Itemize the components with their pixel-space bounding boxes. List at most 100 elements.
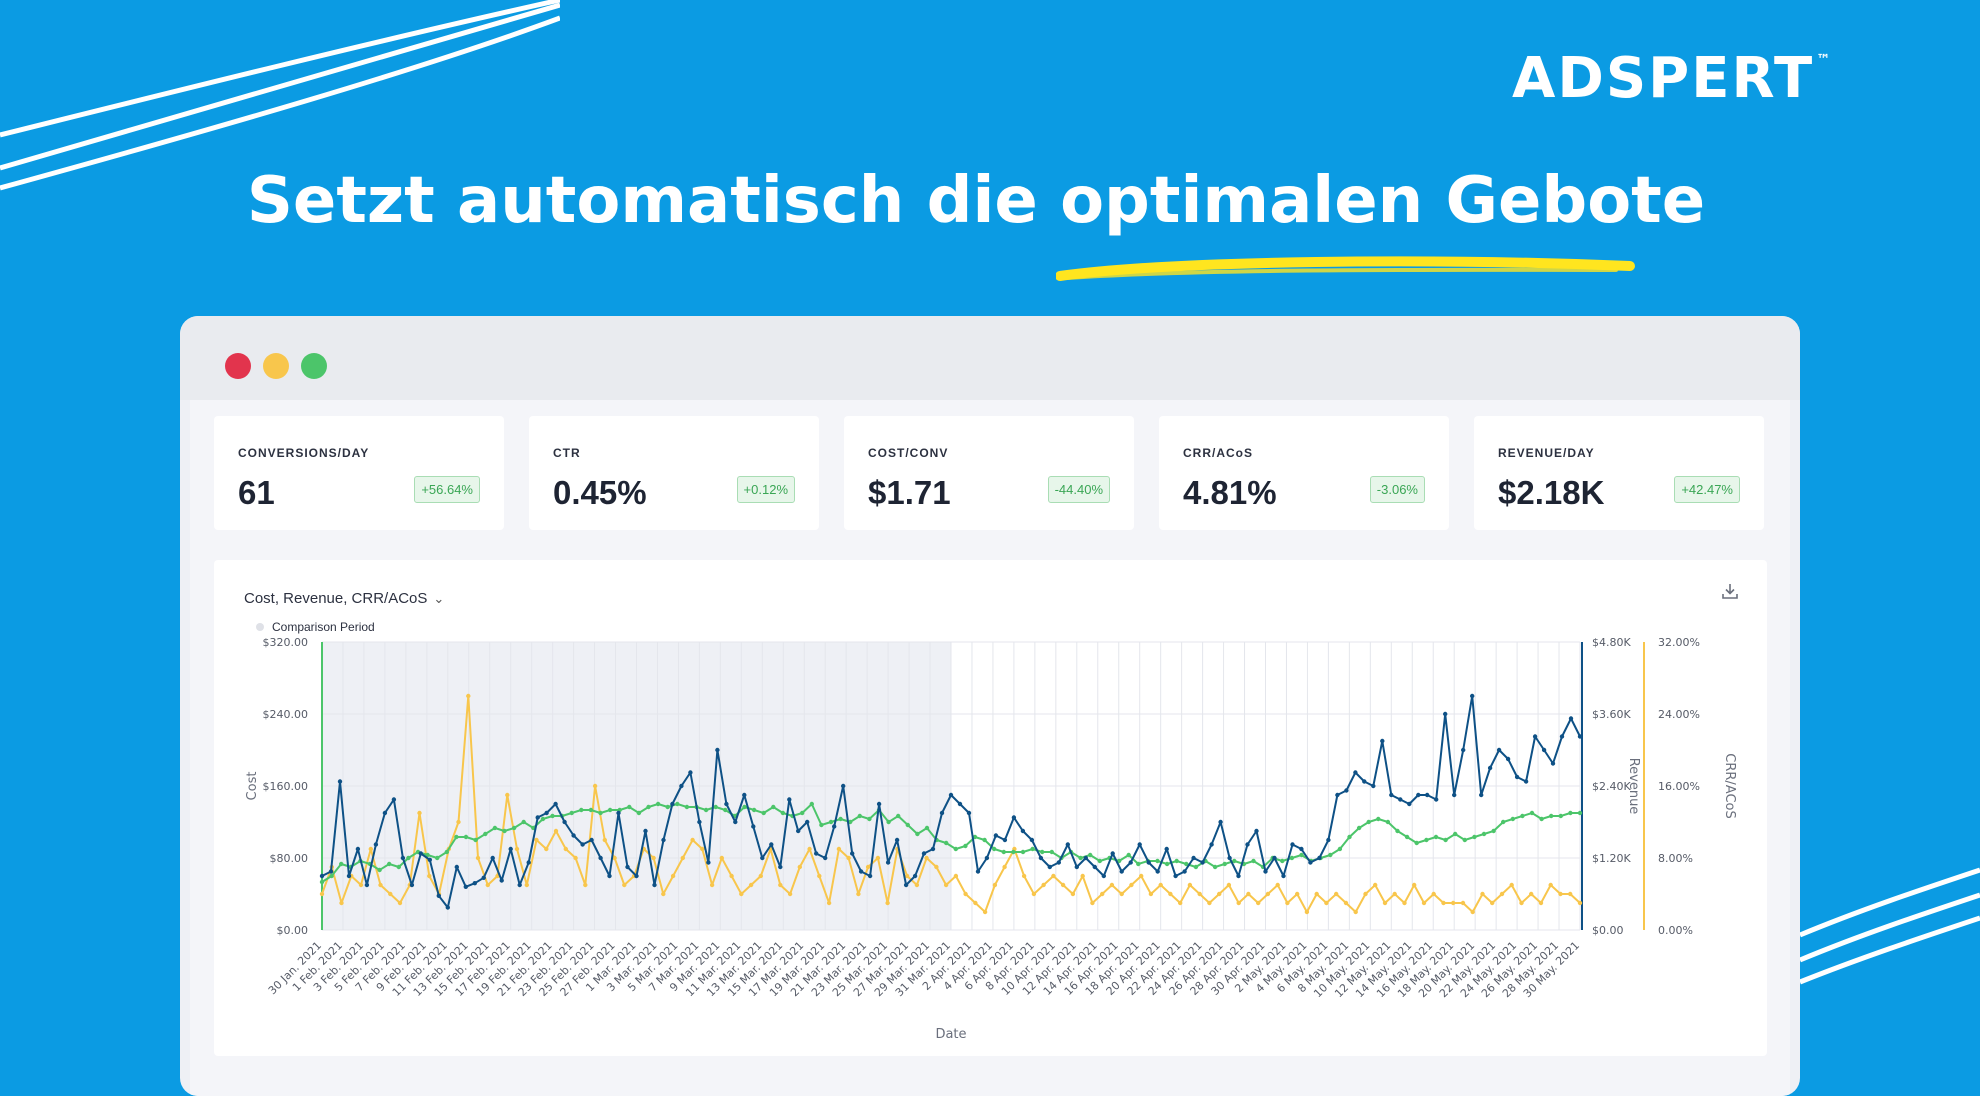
data-point-revenue	[771, 804, 776, 810]
data-point-crr	[1265, 891, 1271, 897]
data-point-cost	[760, 855, 765, 861]
metric-selector[interactable]: Cost, Revenue, CRR/ACoS ⌄	[244, 590, 444, 607]
data-point-revenue	[588, 807, 594, 813]
data-point-crr	[1490, 900, 1495, 906]
revenue-axis-title: Revenue	[1626, 758, 1641, 815]
cost-axis-title: Cost	[245, 772, 260, 801]
data-point-cost	[733, 819, 738, 825]
data-point-cost	[1263, 869, 1268, 874]
crr-tick-label: 24.00%	[1658, 708, 1700, 721]
data-point-cost	[1541, 747, 1547, 753]
data-point-cost	[984, 855, 990, 861]
data-point-crr	[963, 891, 968, 897]
data-point-revenue	[1577, 810, 1583, 816]
x-axis-title: Date	[935, 1027, 966, 1042]
data-point-crr	[856, 891, 861, 897]
data-point-cost	[1272, 855, 1277, 861]
data-point-crr	[807, 846, 812, 852]
window-maximize-button[interactable]	[301, 353, 327, 379]
data-point-cost	[930, 846, 936, 852]
data-point-revenue	[1558, 813, 1564, 819]
window-close-button[interactable]	[225, 353, 251, 379]
data-point-revenue	[1433, 834, 1439, 840]
data-point-crr	[1148, 891, 1154, 897]
revenue-tick-label: $0.00	[1592, 924, 1624, 937]
data-point-revenue	[1539, 816, 1544, 822]
data-point-cost	[355, 846, 361, 852]
data-point-crr	[670, 873, 676, 879]
cost-tick-label: $240.00	[263, 708, 309, 721]
kpi-card-ctr[interactable]: CTR 0.45% +0.12%	[529, 416, 819, 530]
data-point-crr	[1548, 882, 1553, 888]
data-point-cost	[742, 792, 747, 798]
data-point-cost	[1380, 738, 1385, 744]
data-point-crr	[1392, 891, 1397, 897]
data-point-crr	[524, 882, 529, 888]
data-point-revenue	[963, 843, 968, 849]
data-point-revenue	[924, 825, 930, 831]
data-point-revenue	[1126, 852, 1131, 858]
data-point-revenue	[1376, 816, 1381, 822]
download-icon[interactable]	[1721, 582, 1739, 605]
data-point-cost	[1299, 846, 1304, 852]
data-point-crr	[1226, 882, 1232, 888]
crr-tick-label: 0.00%	[1658, 924, 1693, 937]
data-point-crr	[1519, 900, 1524, 906]
data-point-cost	[715, 747, 720, 753]
data-point-cost	[1056, 860, 1061, 865]
data-point-crr	[826, 900, 832, 906]
kpi-change-badge: +56.64%	[414, 476, 480, 503]
kpi-card-revenue[interactable]: REVENUE/DAY $2.18K +42.47%	[1474, 416, 1764, 530]
data-point-cost	[1083, 855, 1088, 861]
data-point-cost	[706, 860, 711, 865]
cost-tick-label: $320.00	[263, 636, 309, 649]
data-point-revenue	[454, 834, 459, 840]
data-point-cost	[1496, 747, 1502, 753]
kpi-card-crr-acos[interactable]: CRR/ACoS 4.81% -3.06%	[1159, 416, 1449, 530]
revenue-tick-label: $3.60K	[1592, 708, 1631, 721]
data-point-revenue	[1232, 858, 1237, 864]
data-point-cost	[1137, 842, 1142, 847]
revenue-tick-label: $1.20K	[1592, 852, 1631, 865]
kpi-value: $2.18K	[1498, 474, 1605, 511]
data-point-cost	[1335, 792, 1340, 798]
data-point-cost	[1362, 779, 1367, 784]
data-point-cost	[607, 873, 612, 879]
data-point-crr	[1363, 891, 1368, 897]
data-point-crr	[456, 819, 461, 825]
data-point-cost	[382, 810, 388, 816]
performance-line-chart: $0.00 $0.00 0.00% $80.00 $1.20K 8.00% $160.00 $…	[245, 636, 1737, 1042]
data-point-crr	[836, 846, 842, 852]
data-point-cost	[328, 869, 334, 874]
data-point-revenue	[780, 810, 786, 816]
data-point-cost	[751, 824, 756, 829]
data-point-cost	[1326, 837, 1331, 843]
data-point-cost	[562, 819, 567, 825]
data-point-crr	[787, 891, 793, 897]
data-point-crr	[563, 846, 568, 852]
app-window: CONVERSIONS/DAY 61 +56.64% CTR 0.45% +0.…	[180, 316, 1800, 1096]
window-minimize-button[interactable]	[263, 353, 289, 379]
data-point-cost	[670, 801, 675, 807]
data-point-cost	[526, 860, 531, 865]
data-point-revenue	[1347, 834, 1352, 840]
chart-legend[interactable]: Comparison Period	[256, 620, 375, 634]
data-point-revenue	[1366, 819, 1371, 825]
data-point-revenue	[809, 801, 814, 807]
data-point-crr	[427, 873, 432, 879]
data-point-crr	[1285, 900, 1290, 906]
data-point-cost	[1371, 783, 1376, 789]
data-point-crr	[690, 837, 695, 843]
data-point-cost	[1353, 770, 1358, 775]
data-point-crr	[934, 864, 939, 870]
kpi-card-cost-conv[interactable]: COST/CONV $1.71 -44.40%	[844, 416, 1134, 530]
data-point-crr	[846, 855, 851, 861]
data-point-cost	[418, 851, 423, 856]
data-point-revenue	[329, 873, 334, 879]
data-point-crr	[1275, 882, 1280, 888]
data-point-crr	[505, 792, 510, 798]
kpi-card-conversions[interactable]: CONVERSIONS/DAY 61 +56.64%	[214, 416, 504, 530]
data-point-cost	[957, 801, 963, 807]
data-point-crr	[1158, 882, 1163, 888]
kpi-change-badge: +0.12%	[736, 476, 795, 503]
